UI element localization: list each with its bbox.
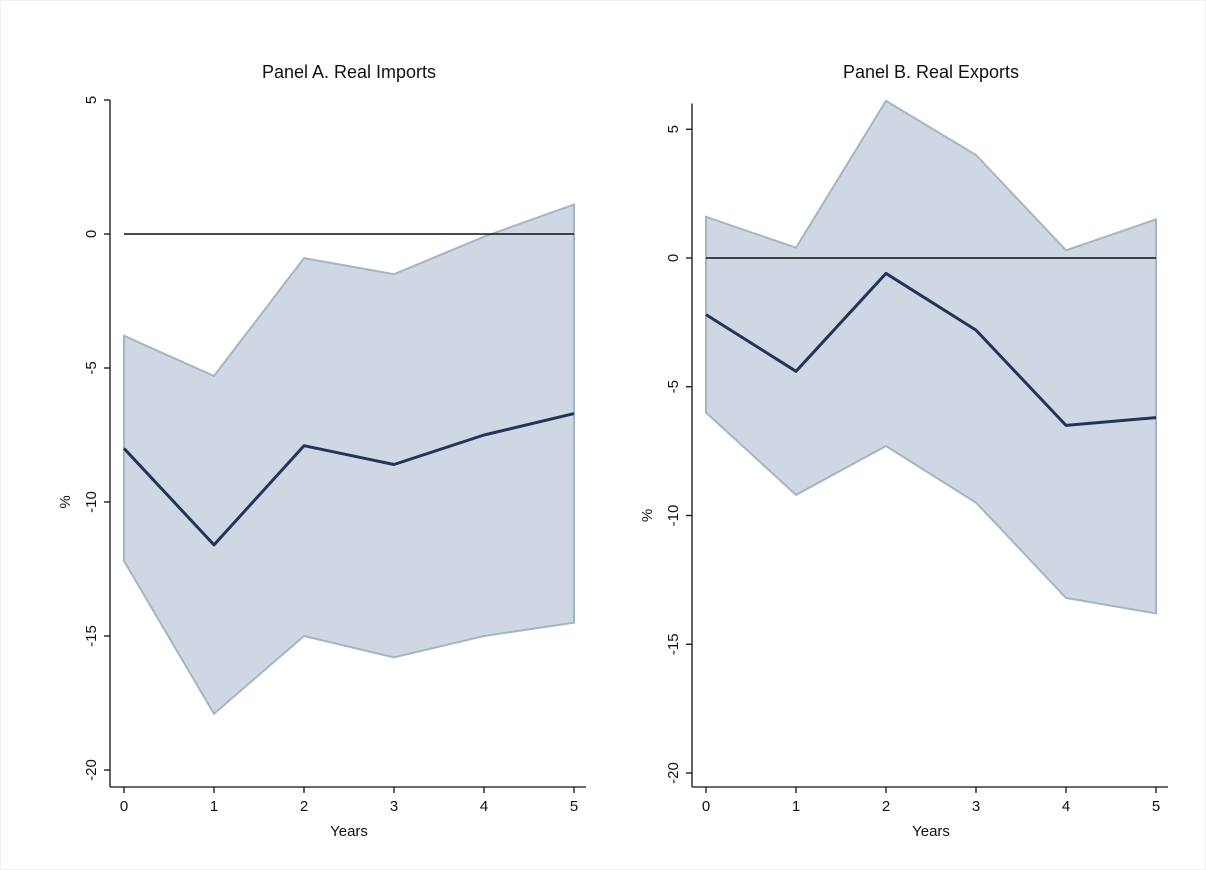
y-tick-label: 0 [665,254,682,262]
x-tick-label: 4 [1062,798,1070,815]
y-tick-label: -20 [83,759,100,781]
y-axis-ticks: 5 0 -5 -10 -15 -20 [83,96,110,781]
panel-title: Panel A. Real Imports [262,62,436,82]
y-tick-label: -20 [665,762,682,784]
panel-title: Panel B. Real Exports [843,62,1019,82]
y-tick-label: -5 [665,380,682,393]
x-tick-label: 5 [570,798,578,815]
x-tick-label: 3 [390,798,398,815]
panel-b-chart: 5 0 -5 -10 -15 -20 0 1 2 3 4 5 Panel B. Real Expor… [639,62,1168,840]
x-tick-label: 1 [792,798,800,815]
x-tick-label: 1 [210,798,218,815]
x-tick-label: 0 [702,798,710,815]
x-axis-title: Years [330,823,368,840]
y-axis-ticks: 5 0 -5 -10 -15 -20 [665,125,692,784]
x-tick-label: 2 [300,798,308,815]
y-tick-label: 5 [83,96,100,104]
x-tick-label: 2 [882,798,890,815]
x-tick-label: 4 [480,798,488,815]
x-tick-label: 3 [972,798,980,815]
y-tick-label: 0 [83,230,100,238]
x-tick-label: 0 [120,798,128,815]
y-tick-label: 5 [665,125,682,133]
y-tick-label: -15 [83,625,100,647]
x-axis-ticks: 0 1 2 3 4 5 [120,787,578,815]
y-tick-label: -5 [83,361,100,374]
x-axis-title: Years [912,823,950,840]
y-tick-label: -10 [83,491,100,513]
confidence-band [123,203,575,716]
x-axis-ticks: 0 1 2 3 4 5 [702,787,1160,815]
y-axis-title: % [57,495,74,508]
estimate-line [122,412,575,547]
panel-a-chart: 5 0 -5 -10 -15 -20 0 1 2 3 4 5 Panel A. Real Impor… [57,62,586,840]
y-tick-label: -15 [665,633,682,655]
y-axis-title: % [639,509,656,522]
y-tick-label: -10 [665,505,682,527]
x-tick-label: 5 [1152,798,1160,815]
confidence-band [705,99,1157,615]
estimate-line [705,271,1157,427]
